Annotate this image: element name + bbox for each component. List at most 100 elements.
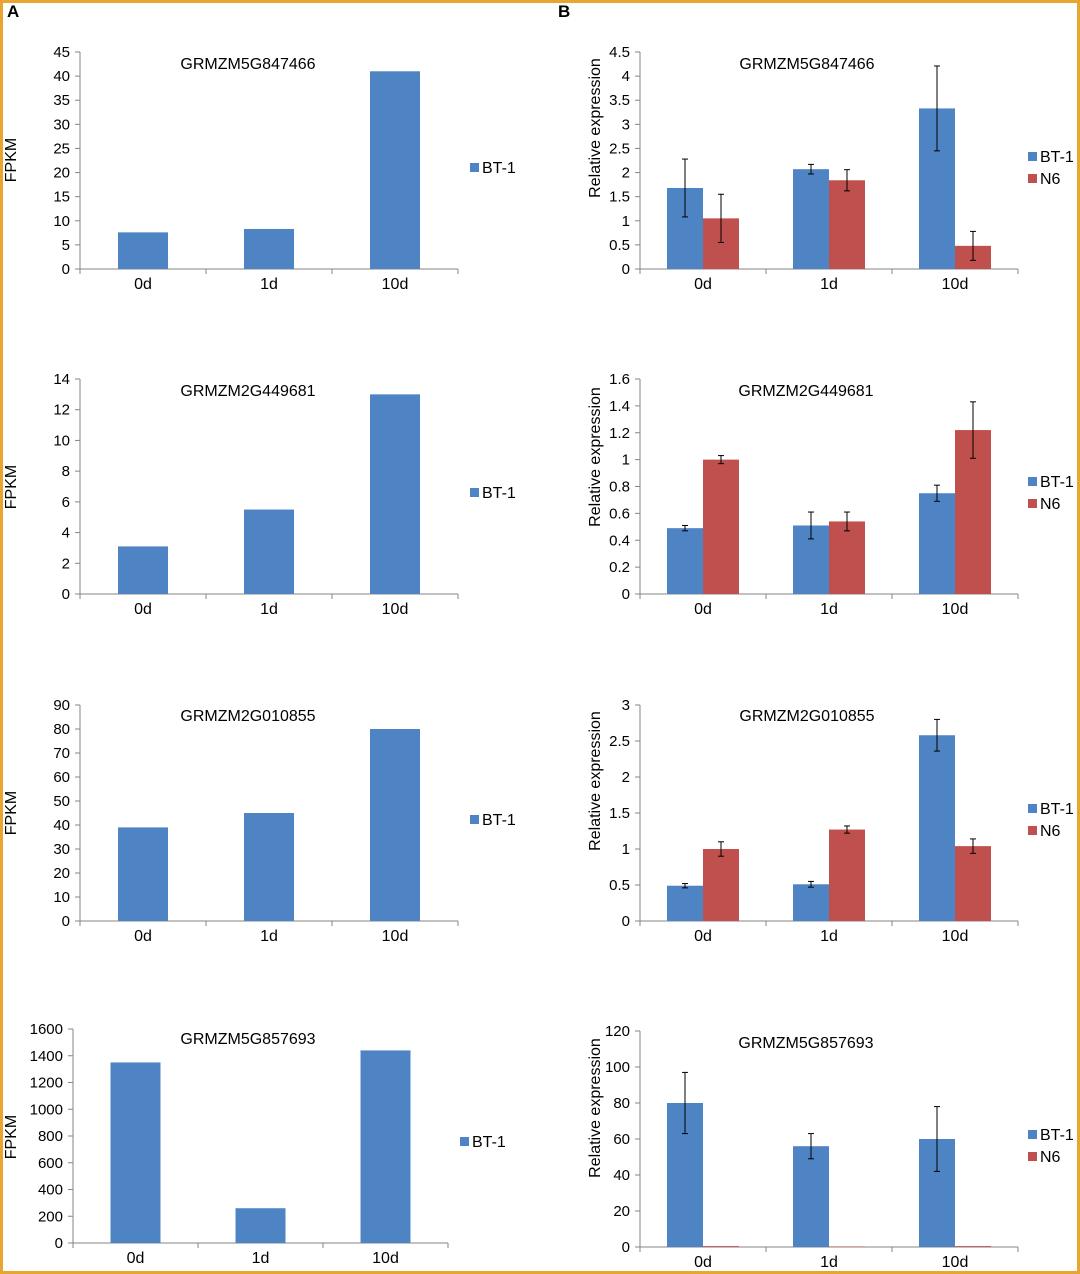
y-tick-label: 400: [38, 1182, 63, 1199]
y-tick-label: 0: [62, 913, 70, 930]
x-tick-label: 1d: [820, 276, 838, 293]
legend-label: BT-1: [1040, 801, 1074, 818]
y-tick-label: 100: [605, 1059, 630, 1076]
y-tick-label: 2.5: [609, 733, 630, 750]
y-tick-label: 0.6: [609, 505, 630, 522]
bar: [370, 71, 420, 270]
y-tick-label: 0.5: [609, 237, 630, 254]
bar: [235, 1208, 286, 1243]
legend-swatch: [460, 1137, 469, 1146]
y-tick-label: 6: [62, 494, 70, 511]
y-tick-label: 15: [53, 189, 70, 206]
y-tick-label: 120: [605, 1023, 630, 1040]
legend-label: N6: [1040, 1149, 1061, 1166]
chart-4: 0 0.2 0.4 0.6 0.8 1 1.2 1.4 1.6 0d 1d 10d GRMZM2G449…: [587, 371, 1074, 618]
y-tick-label: 0.5: [609, 877, 630, 894]
y-axis-label: Relative expression: [587, 1038, 604, 1178]
y-tick-label: 1.2: [609, 425, 630, 442]
bar: [955, 1246, 991, 1247]
panel-label-b: B: [558, 2, 571, 21]
legend-swatch: [470, 815, 479, 824]
legend-swatch: [1028, 174, 1037, 183]
y-tick-label: 12: [53, 402, 70, 419]
chart-title: GRMZM2G449681: [180, 383, 315, 400]
legend-swatch: [1028, 499, 1037, 508]
y-tick-label: 60: [53, 769, 70, 786]
bar: [829, 180, 865, 269]
y-tick-label: 70: [53, 745, 70, 762]
x-tick-label: 0d: [127, 1250, 145, 1267]
y-tick-label: 200: [38, 1208, 63, 1225]
x-tick-label: 1d: [260, 601, 278, 618]
bar: [244, 509, 294, 594]
x-tick-label: 0d: [694, 928, 712, 945]
bar: [110, 1062, 161, 1243]
x-tick-label: 1d: [260, 276, 278, 293]
bar: [955, 846, 991, 921]
legend-swatch: [1028, 804, 1037, 813]
chart-7: 0 200 400 600 800 1000 1200 1400 1600 0d 1d 10d GRMZ…: [3, 1021, 506, 1267]
bar: [793, 169, 829, 269]
y-tick-label: 50: [53, 793, 70, 810]
bar: [370, 394, 420, 594]
chart-1: 0 5 10 15 20 25 30 35 40 45 0d 1d 10d GRMZM5G847466 FP…: [3, 44, 516, 293]
x-tick-label: 10d: [382, 601, 409, 618]
bar: [829, 521, 865, 594]
y-axis-label: Relative expression: [587, 711, 604, 851]
y-tick-label: 0.4: [609, 532, 630, 549]
y-axis-label: FPKM: [3, 1115, 20, 1159]
bar: [667, 528, 703, 594]
y-tick-label: 1: [622, 452, 630, 469]
x-tick-label: 10d: [942, 276, 969, 293]
x-tick-label: 0d: [134, 601, 152, 618]
y-tick-label: 1000: [30, 1101, 63, 1118]
chart-5: 0 10 20 30 40 50 60 70 80 90 0d 1d 10d GRMZM2G010855 F…: [3, 697, 516, 945]
y-tick-label: 0: [622, 1239, 630, 1256]
bar: [244, 228, 294, 269]
y-tick-label: 30: [53, 116, 70, 133]
y-tick-label: 10: [53, 432, 70, 449]
x-tick-label: 0d: [694, 276, 712, 293]
legend-label: BT-1: [482, 485, 516, 502]
legend-swatch: [1028, 152, 1037, 161]
y-tick-label: 0: [622, 586, 630, 603]
y-tick-label: 4: [622, 68, 630, 85]
bar: [919, 735, 955, 921]
y-tick-label: 20: [53, 865, 70, 882]
bar: [118, 827, 168, 921]
legend-label: BT-1: [472, 1134, 506, 1151]
y-tick-label: 0: [55, 1235, 63, 1252]
y-tick-label: 1.5: [609, 189, 630, 206]
chart-title: GRMZM2G449681: [738, 383, 873, 400]
y-tick-label: 20: [613, 1203, 630, 1220]
legend-label: BT-1: [482, 160, 516, 177]
chart-title: GRMZM2G010855: [739, 708, 874, 725]
y-tick-label: 2: [622, 769, 630, 786]
bar: [829, 1246, 865, 1247]
chart-2: 0 0.5 1 1.5 2 2.5 3 3.5 4 4.5 0d 1d 10d GRMZM5G847466…: [587, 44, 1074, 293]
y-tick-label: 90: [53, 697, 70, 714]
x-tick-label: 0d: [694, 1254, 712, 1271]
y-tick-label: 8: [62, 463, 70, 480]
x-tick-label: 10d: [372, 1250, 399, 1267]
y-tick-label: 0: [622, 913, 630, 930]
y-tick-label: 0: [62, 586, 70, 603]
y-tick-label: 3: [622, 697, 630, 714]
y-tick-label: 14: [53, 371, 70, 388]
bar: [118, 232, 168, 269]
x-tick-label: 0d: [694, 601, 712, 618]
legend-label: N6: [1040, 823, 1061, 840]
y-tick-label: 1.6: [609, 371, 630, 388]
bar: [703, 459, 739, 594]
y-tick-label: 35: [53, 92, 70, 109]
y-tick-label: 3.5: [609, 92, 630, 109]
y-tick-label: 10: [53, 213, 70, 230]
bar: [360, 1050, 411, 1243]
y-tick-label: 1: [622, 213, 630, 230]
y-axis-label: Relative expression: [587, 387, 604, 527]
legend-swatch: [470, 488, 479, 497]
y-tick-label: 40: [53, 817, 70, 834]
panel-label-a: A: [7, 2, 20, 21]
